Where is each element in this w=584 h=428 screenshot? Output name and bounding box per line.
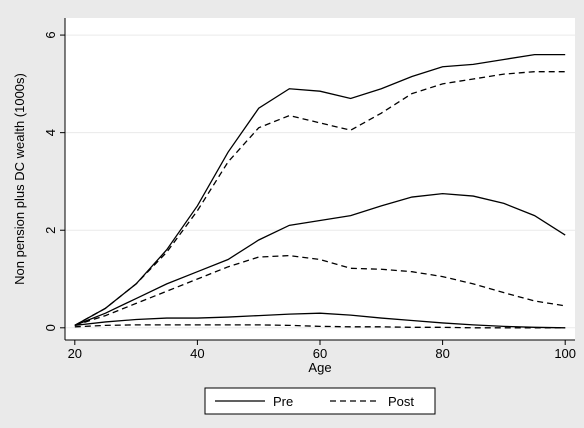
line-series (74, 71, 566, 326)
legend-label: Post (388, 394, 414, 409)
x-tick-label: 80 (435, 346, 449, 361)
line-series (74, 312, 566, 329)
legend-label: Pre (273, 394, 293, 409)
line-series (74, 53, 566, 326)
x-tick-label: 20 (68, 346, 82, 361)
x-tick-label: 60 (313, 346, 327, 361)
y-tick-label: 6 (43, 31, 58, 38)
line-series (74, 324, 566, 329)
y-tick-label: 0 (43, 324, 58, 331)
line-series (74, 192, 566, 326)
line-series (74, 254, 566, 326)
x-tick-label: 40 (190, 346, 204, 361)
x-tick-label: 100 (554, 346, 576, 361)
x-axis-title: Age (308, 360, 331, 375)
y-axis-title: Non pension plus DC wealth (1000s) (12, 73, 27, 285)
plot-area (65, 18, 575, 340)
y-tick-label: 2 (43, 227, 58, 234)
y-tick-label: 4 (43, 129, 58, 136)
